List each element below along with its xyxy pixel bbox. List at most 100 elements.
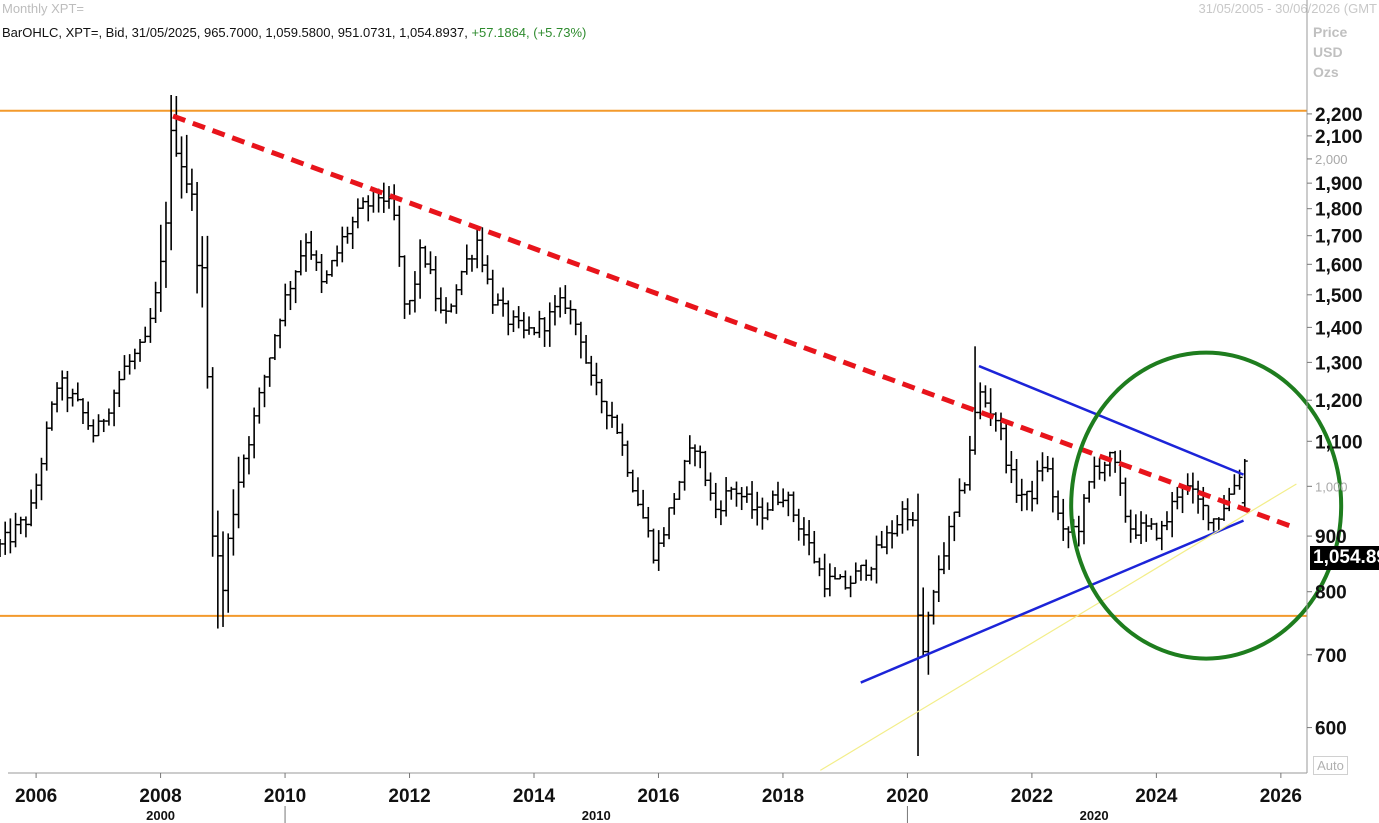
ohlc-bar xyxy=(1143,514,1150,542)
ohlc-bar xyxy=(956,478,963,517)
ohlc-bar xyxy=(526,316,533,335)
ohlc-bar xyxy=(868,566,875,581)
x-tick-label: 2020 xyxy=(886,786,928,807)
ohlc-bar xyxy=(230,489,237,556)
ohlc-bar xyxy=(510,310,517,333)
ohlc-bar xyxy=(826,563,833,597)
ohlc-bar xyxy=(463,244,470,275)
ohlc-bar xyxy=(33,473,40,509)
ohlc-bar xyxy=(878,530,885,549)
ohlc-bar xyxy=(1008,451,1015,484)
ohlc-bar xyxy=(1127,509,1134,543)
ohlc-bar xyxy=(105,408,112,426)
ohlc-bar xyxy=(614,414,621,435)
ohlc-bar xyxy=(915,493,922,756)
ohlc-bar xyxy=(634,477,641,507)
ohlc-bar xyxy=(754,491,761,526)
ohlc-bar xyxy=(313,250,320,271)
ohlc-bar xyxy=(769,490,776,512)
ohlc-bar xyxy=(411,271,418,313)
last-price-label: 1,054.8937 xyxy=(1310,546,1379,570)
y-tick-label: 1,700 xyxy=(1315,227,1363,248)
y-tick-label: 2,100 xyxy=(1315,127,1363,148)
ohlc-bar xyxy=(1195,480,1202,514)
ohlc-bar xyxy=(59,370,66,401)
ohlc-bar xyxy=(152,281,159,323)
ohlc-bar xyxy=(1179,487,1186,514)
ohlc-bar xyxy=(432,256,439,312)
ohlc-bar xyxy=(920,587,927,657)
ohlc-bar xyxy=(1080,494,1087,545)
ohlc-bar xyxy=(1039,452,1046,482)
ohlc-bar xyxy=(427,251,434,275)
chart-title: Monthly XPT= xyxy=(2,1,85,16)
ohlc-bar xyxy=(889,520,896,549)
ohlc-bar xyxy=(225,533,232,613)
auto-scale-button[interactable]: Auto xyxy=(1313,756,1348,775)
ohlc-bar xyxy=(199,236,206,308)
ohlc-bar xyxy=(863,559,870,581)
ohlc-bar xyxy=(572,308,579,336)
ohlc-bar xyxy=(873,535,880,584)
x-tick-label: 2016 xyxy=(637,786,679,807)
y-axis: 600 700 800 900 1,000 1,100 1,200 1,300 1,400 1,5… xyxy=(1306,0,1363,773)
y-tick-label: 1,000 xyxy=(1315,479,1348,494)
ohlc-bar xyxy=(74,382,81,402)
ohlc-bar xyxy=(194,182,201,294)
ohlc-bar xyxy=(1169,491,1176,538)
ohlc-bar xyxy=(1210,518,1217,532)
ohlc-bar xyxy=(738,487,745,511)
ohlc-values: BarOHLC, XPT=, Bid, 31/05/2025, 965.7000… xyxy=(2,25,468,40)
ohlc-bar xyxy=(681,459,688,491)
y-tick-label: 600 xyxy=(1315,719,1347,740)
y-tick-label: 2,000 xyxy=(1315,152,1348,167)
ohlc-bar xyxy=(946,515,953,570)
ohlc-bar xyxy=(676,480,683,500)
ohlc-bar xyxy=(17,516,24,535)
ohlc-bar xyxy=(380,182,387,213)
y-tick-label: 1,200 xyxy=(1315,391,1363,412)
x-tick-label: 2006 xyxy=(15,786,57,807)
ohlc-bar xyxy=(251,407,258,459)
ohlc-bar xyxy=(344,226,351,244)
ohlc-bar xyxy=(111,389,118,427)
ohlc-bar xyxy=(1044,456,1051,473)
ohlc-bar xyxy=(821,553,828,598)
ohlc-bar xyxy=(660,527,667,547)
ohlc-bar xyxy=(69,388,76,407)
ohlc-bar xyxy=(43,421,50,471)
ohlc-bar xyxy=(930,589,937,625)
ohlc-bar xyxy=(349,216,356,249)
y-tick-label: 800 xyxy=(1315,583,1347,604)
ohlc-bar xyxy=(173,96,180,157)
ohlc-bar xyxy=(370,190,377,213)
ohlc-bar xyxy=(733,481,740,507)
ohlc-bar xyxy=(691,444,698,467)
ohlc-bar xyxy=(287,281,294,311)
ohlc-bar xyxy=(204,235,211,389)
ohlc-bar xyxy=(655,530,662,571)
ohlc-bar xyxy=(723,477,730,517)
ohlc-bar xyxy=(951,511,958,542)
ohlc-bar xyxy=(640,489,647,519)
ohlc-bar xyxy=(883,525,890,555)
ohlc-bar xyxy=(671,493,678,515)
ohlc-bar xyxy=(800,517,807,546)
ohlc-bar xyxy=(1003,423,1010,474)
ohlc-bar xyxy=(126,354,133,375)
x-tick-label: 2022 xyxy=(1011,786,1053,807)
y-tick-label: 1,900 xyxy=(1315,174,1363,195)
ohlc-bar xyxy=(328,259,335,277)
ohlc-bar xyxy=(583,334,590,364)
ohlc-bar xyxy=(743,486,750,503)
x-axis: 2006 2008 2010 2012 2014 2016 2018 2020 2022 2024… xyxy=(8,772,1307,823)
trend-annotations xyxy=(172,113,1344,771)
ohlc-bar xyxy=(987,388,994,426)
ohlc-bar xyxy=(619,423,626,456)
ohlc-bar xyxy=(7,518,14,554)
ohlc-bar xyxy=(1148,518,1155,530)
ohlc-bar xyxy=(717,500,724,526)
ohlc-bar xyxy=(261,374,268,408)
y-tick-label: 1,300 xyxy=(1315,353,1363,374)
ohlc-bar xyxy=(116,370,123,408)
